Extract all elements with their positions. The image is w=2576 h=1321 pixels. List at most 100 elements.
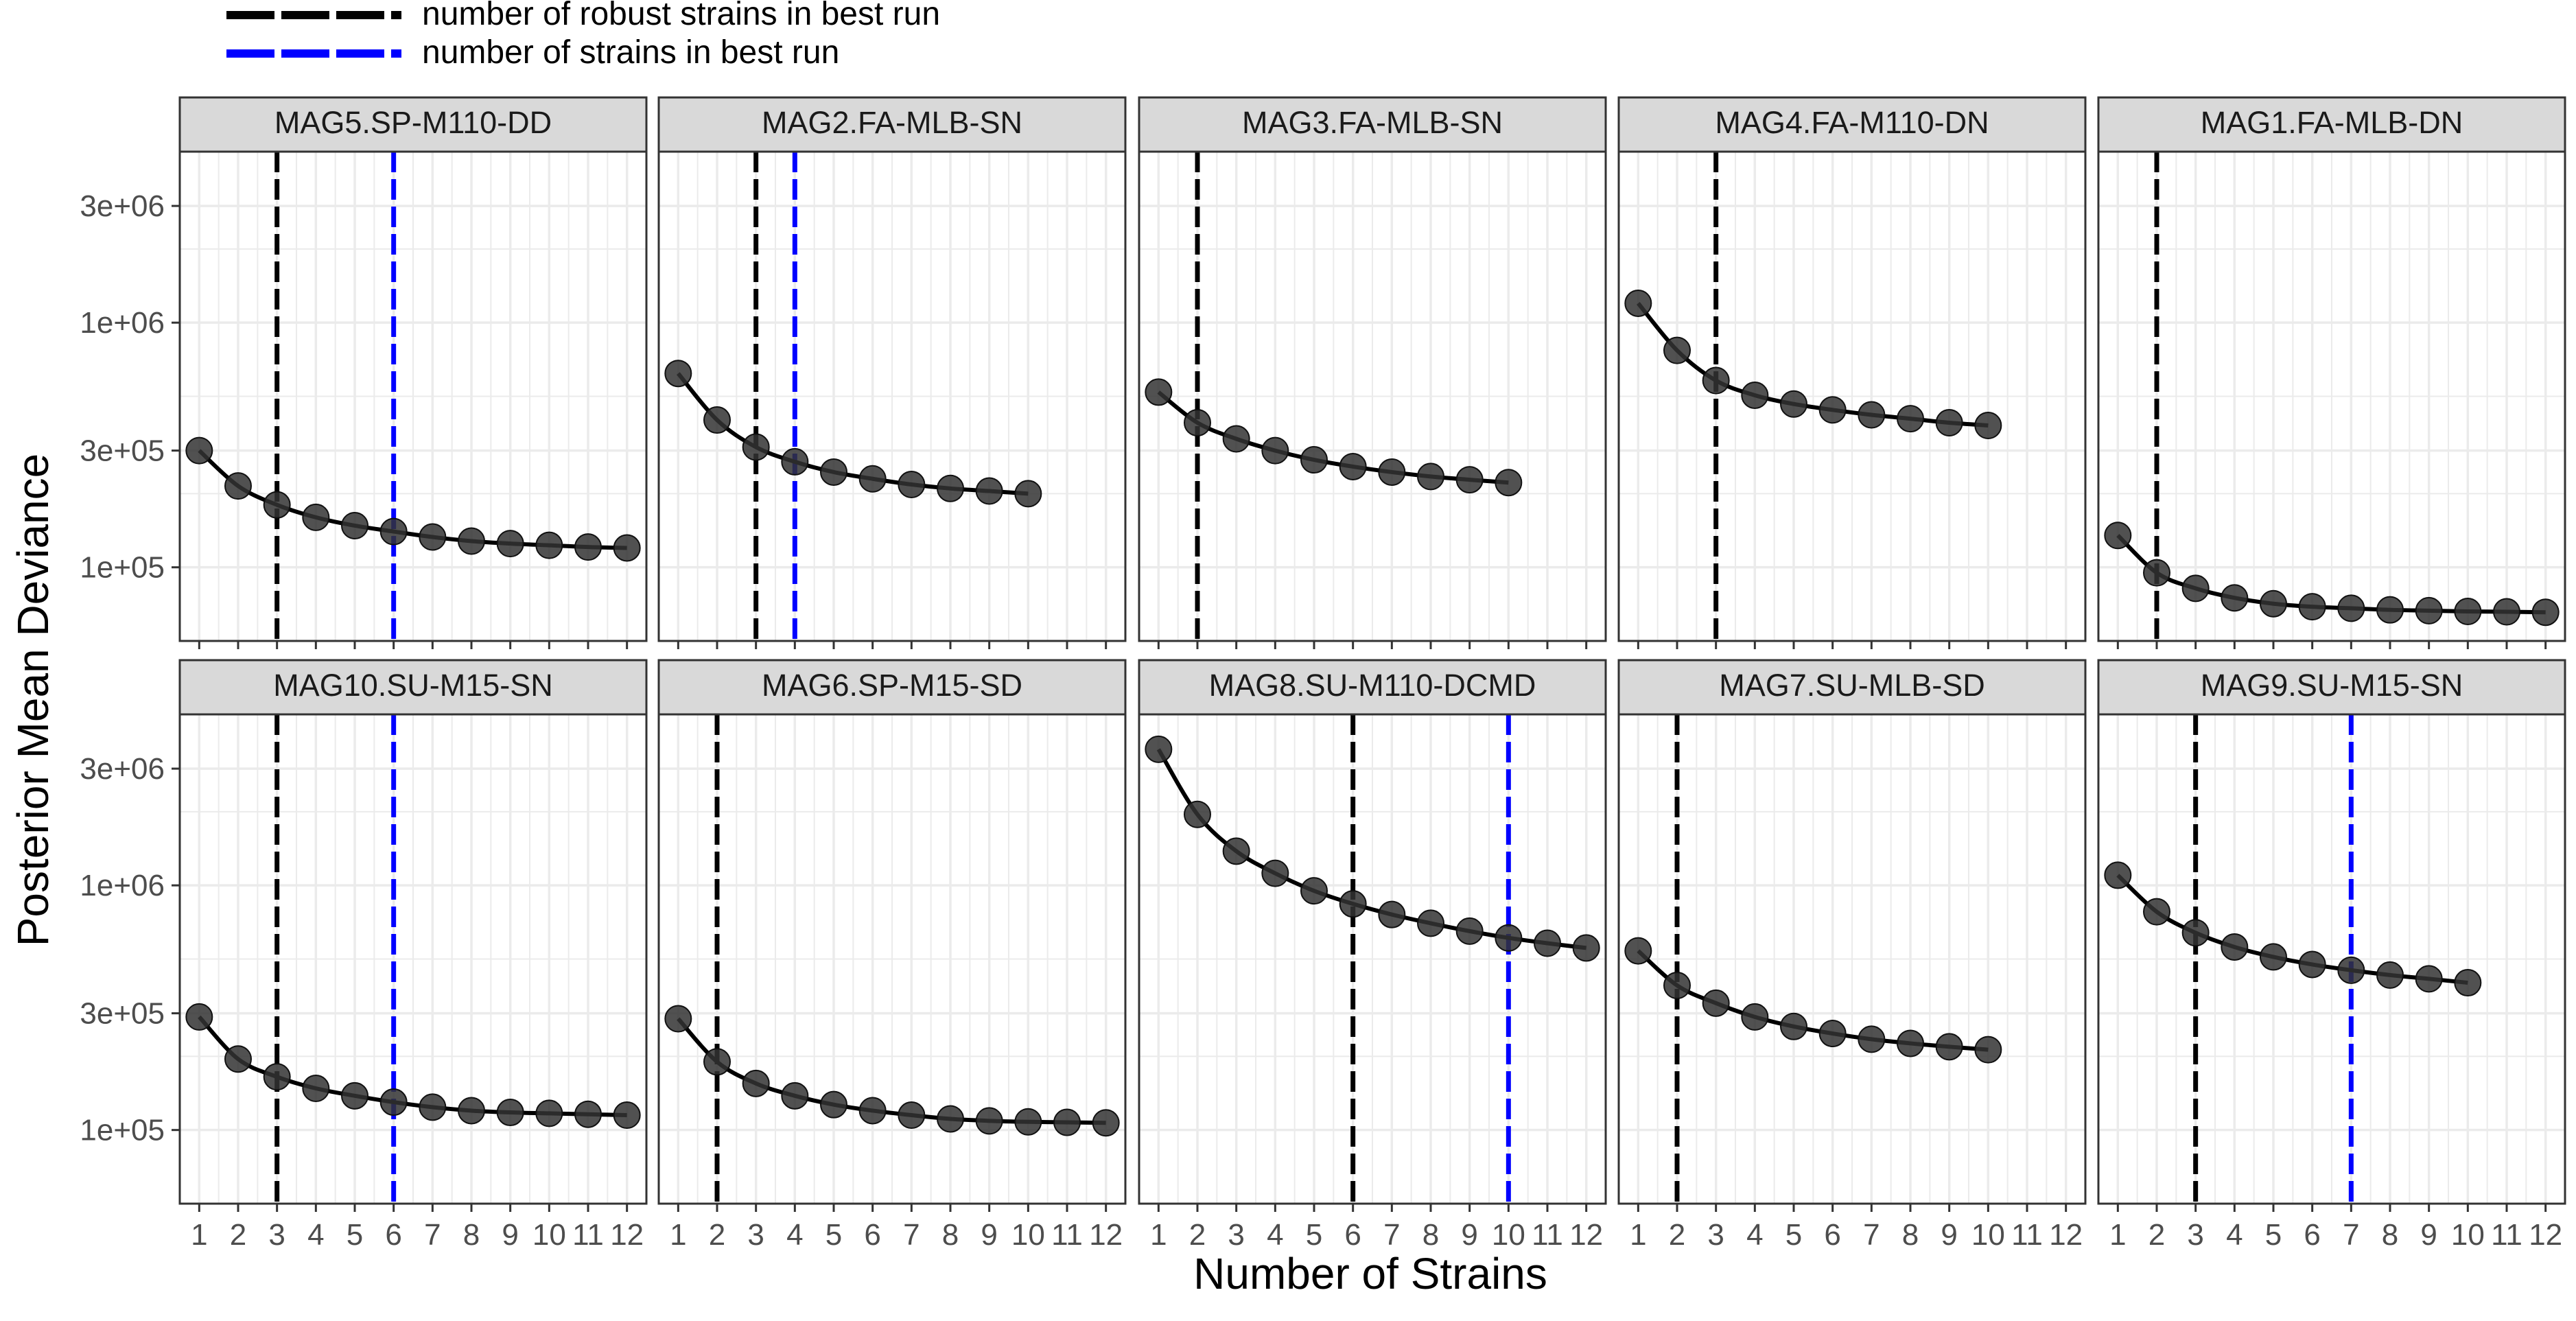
data-point [1702,366,1730,395]
y-tick-label: 1e+05 [80,551,165,585]
data-point [263,1063,291,1091]
x-tick-label: 4 [1746,1218,1763,1252]
facet-title: MAG4.FA-M110-DN [1715,105,1989,140]
data-point [1339,890,1367,918]
x-tick-label: 11 [2011,1218,2043,1252]
fit-line [2116,874,2468,985]
data-point [1053,1108,1081,1136]
fit-line [1157,390,1509,485]
x-tick-label: 2 [709,1218,725,1252]
x-tick-label: 9 [1941,1218,1957,1252]
data-point [574,533,602,561]
data-point [937,1105,964,1133]
data-point [1624,289,1652,317]
panel-border [657,150,1127,642]
facet-title: MAG9.SU-M15-SN [2201,668,2463,703]
facet-panel: MAG5.SP-M110-DD 1e+05 3e+05 1e+06 3e+06 [80,96,648,649]
x-tick-label: 12 [2529,1218,2562,1252]
data-point [458,527,485,555]
data-point [1339,452,1367,480]
x-tick-label: 1 [670,1218,686,1252]
data-point [2298,593,2326,621]
panel-border [178,713,648,1205]
facet-title: MAG6.SP-M15-SD [762,668,1022,703]
data-point [1378,458,1406,486]
data-point [1935,408,1963,436]
data-point [263,491,291,519]
data-point [1455,917,1484,945]
data-point [185,436,213,465]
data-point [1184,800,1211,828]
data-point [858,465,887,493]
data-point [898,1101,926,1130]
x-tick-label: 5 [1306,1218,1322,1252]
data-point [1663,971,1691,999]
data-point [1858,1025,1886,1053]
x-tick-label: 2 [2148,1218,2165,1252]
data-point [2337,594,2365,622]
legend-label-robust: number of robust strains in best run [422,0,940,32]
data-point [2454,598,2482,626]
data-point [937,474,964,502]
data-point [458,1097,485,1125]
data-point [1222,837,1250,865]
y-tick-label: 1e+06 [80,869,165,902]
data-point [1014,480,1042,508]
x-tick-label: 11 [1051,1218,1083,1252]
data-point [1300,446,1328,474]
facet-panel: MAG7.SU-MLB-SD1 2 3 4 5 6 7 8 9 10 11 12 [1617,659,2087,1252]
data-point [419,1093,447,1121]
data-point [1222,425,1250,453]
data-point [2260,589,2287,618]
fit-line [1637,949,1989,1052]
data-point [224,472,252,500]
data-point [1780,390,1807,418]
data-point [2376,596,2404,624]
panel-border [1617,150,2087,642]
data-point [2181,574,2210,603]
data-point [379,517,408,546]
x-tick-label: 6 [864,1218,880,1252]
data-point [781,1082,809,1110]
facet-panel: MAG4.FA-M110-DN [1617,96,2087,649]
data-point [2104,861,2132,889]
data-point [613,1101,641,1130]
x-tick-label: 5 [826,1218,842,1252]
x-tick-label: 8 [1902,1218,1919,1252]
x-tick-label: 2 [1189,1218,1206,1252]
data-point [1818,1020,1847,1048]
x-tick-label: 6 [2304,1218,2320,1252]
data-point [1572,934,1600,962]
panel-border [2097,713,2566,1205]
x-tick-label: 9 [2420,1218,2437,1252]
x-tick-label: 8 [463,1218,480,1252]
facet-title: MAG7.SU-MLB-SD [1719,668,1985,703]
data-point [742,1069,770,1097]
x-tick-label: 4 [1267,1218,1283,1252]
facet-title: MAG8.SU-M110-DCMD [1209,668,1536,703]
x-tick-label: 3 [1228,1218,1244,1252]
data-point [2143,898,2170,926]
data-point [820,1090,847,1119]
facet-title: MAG2.FA-MLB-SN [762,105,1022,140]
data-point [302,503,330,531]
data-point [703,406,731,434]
x-axis-title: Number of Strains [1193,1249,1547,1298]
x-tick-label: 6 [1344,1218,1361,1252]
data-point [781,447,809,476]
data-point [1974,411,2002,439]
x-tick-label: 11 [1532,1218,1563,1252]
x-tick-label: 11 [572,1218,604,1252]
data-point [2221,933,2249,961]
x-tick-label: 10 [532,1218,566,1252]
facet-title: MAG5.SP-M110-DD [274,105,552,140]
x-tick-label: 7 [1863,1218,1880,1252]
data-point [2415,596,2443,624]
facet-panel: MAG10.SU-M15-SN1 2 3 4 5 6 7 8 9 10 11 121e+053e+05… [80,659,648,1252]
data-point [1417,463,1444,491]
data-point [1145,735,1173,763]
x-tick-label: 5 [1785,1218,1802,1252]
data-point [1261,859,1289,887]
x-tick-label: 8 [2382,1218,2398,1252]
data-point [1300,877,1328,905]
